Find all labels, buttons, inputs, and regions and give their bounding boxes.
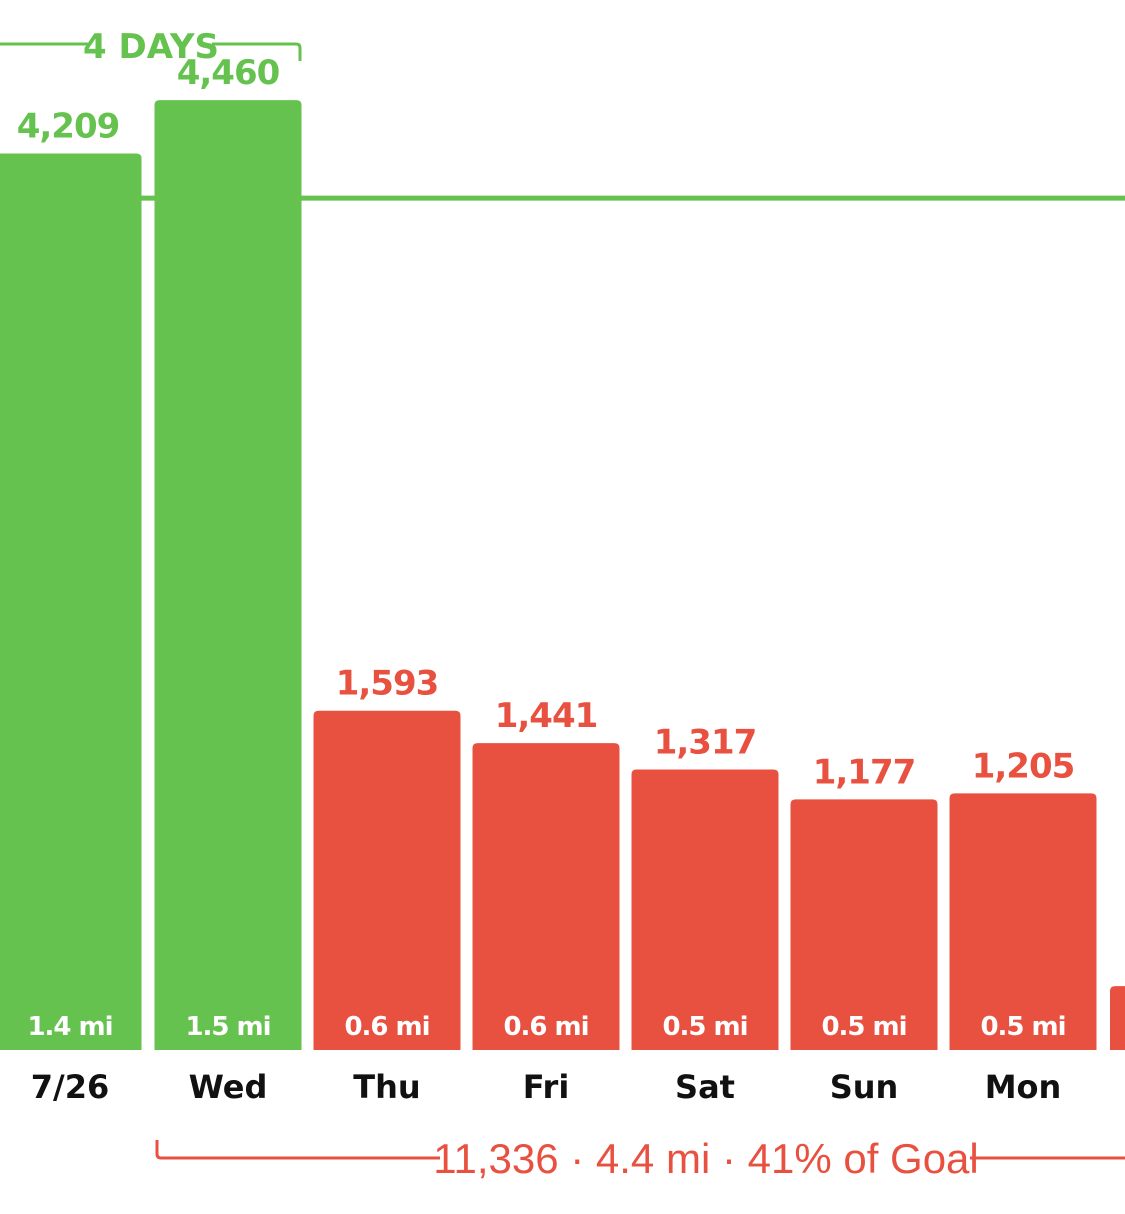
bar-7-26[interactable]: [0, 153, 142, 1050]
bar-sun[interactable]: [790, 799, 938, 1050]
bar-distance-label: 0.5 mi: [821, 1012, 906, 1042]
streak-bracket: 4 DAYS: [0, 27, 302, 67]
day-label: Mon: [985, 1068, 1062, 1106]
bar-thu[interactable]: [313, 710, 461, 1050]
bar-value-label: 1,593: [336, 664, 439, 704]
labels-layer: 4,209 1.4 mi 7/26 4,460 1.5 mi Wed 1,593 0.6 mi…: [17, 53, 1076, 1106]
bar-distance-label: 0.6 mi: [344, 1012, 429, 1042]
streak-label: 4 DAYS: [83, 27, 219, 67]
bar-distance-label: 0.5 mi: [662, 1012, 747, 1042]
day-label: Fri: [523, 1068, 570, 1106]
bar-next-partial[interactable]: [1110, 986, 1125, 1050]
day-label: Sat: [675, 1068, 735, 1106]
summary-bracket-line-left: [155, 1140, 440, 1160]
bar-value-label: 1,317: [654, 723, 757, 763]
bars-layer: [0, 100, 1125, 1050]
bar-mon[interactable]: [949, 793, 1097, 1050]
weekly-summary: 11,336 · 4.4 mi · 41% of Goal: [433, 1135, 979, 1182]
day-label: Wed: [189, 1068, 268, 1106]
day-label: 7/26: [31, 1068, 109, 1106]
day-label: Sun: [830, 1068, 899, 1106]
streak-bracket-line: [0, 42, 302, 61]
bar-distance-label: 0.6 mi: [503, 1012, 588, 1042]
bar-distance-label: 1.5 mi: [185, 1012, 270, 1042]
bar-value-label: 1,177: [813, 752, 916, 792]
bar-value-label: 1,441: [495, 696, 598, 736]
bar-value-label: 1,205: [972, 746, 1075, 786]
bar-value-label: 4,460: [177, 53, 280, 93]
bar-value-label: 4,209: [17, 107, 120, 147]
bar-distance-label: 1.4 mi: [27, 1012, 112, 1042]
bar-sat[interactable]: [631, 769, 779, 1050]
day-label: Thu: [353, 1068, 420, 1106]
summary-bracket: 11,336 · 4.4 mi · 41% of Goal: [155, 1135, 1125, 1182]
bar-wed[interactable]: [154, 100, 302, 1050]
bar-distance-label: 0.5 mi: [980, 1012, 1065, 1042]
bar-fri[interactable]: [472, 743, 620, 1050]
